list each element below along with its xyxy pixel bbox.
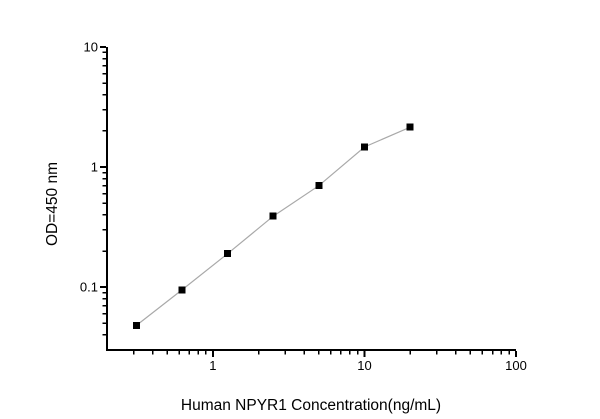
data-point-marker [178, 286, 186, 294]
y-tick-label: 10 [84, 40, 98, 55]
x-tick-label: 10 [357, 358, 371, 373]
axes: 1 10 100 0.1 1 10 [80, 40, 527, 374]
y-tick-label: 1 [91, 160, 98, 175]
data-point-marker [132, 322, 140, 329]
data-point-marker [406, 123, 414, 131]
data-point-marker [361, 143, 368, 151]
x-axis-label: Human NPYR1 Concentration(ng/mL) [181, 397, 441, 414]
x-tick-label: 1 [209, 358, 216, 373]
axis-spine [106, 47, 516, 351]
y-axis-label: OD=450 nm [44, 162, 61, 246]
data-point-marker [315, 182, 323, 190]
series-line [135, 126, 411, 326]
data-point-marker [269, 212, 277, 220]
x-tick-label: 100 [505, 358, 527, 373]
data-point-marker [224, 250, 232, 258]
y-tick-label: 0.1 [80, 280, 98, 295]
data-series [132, 123, 414, 329]
